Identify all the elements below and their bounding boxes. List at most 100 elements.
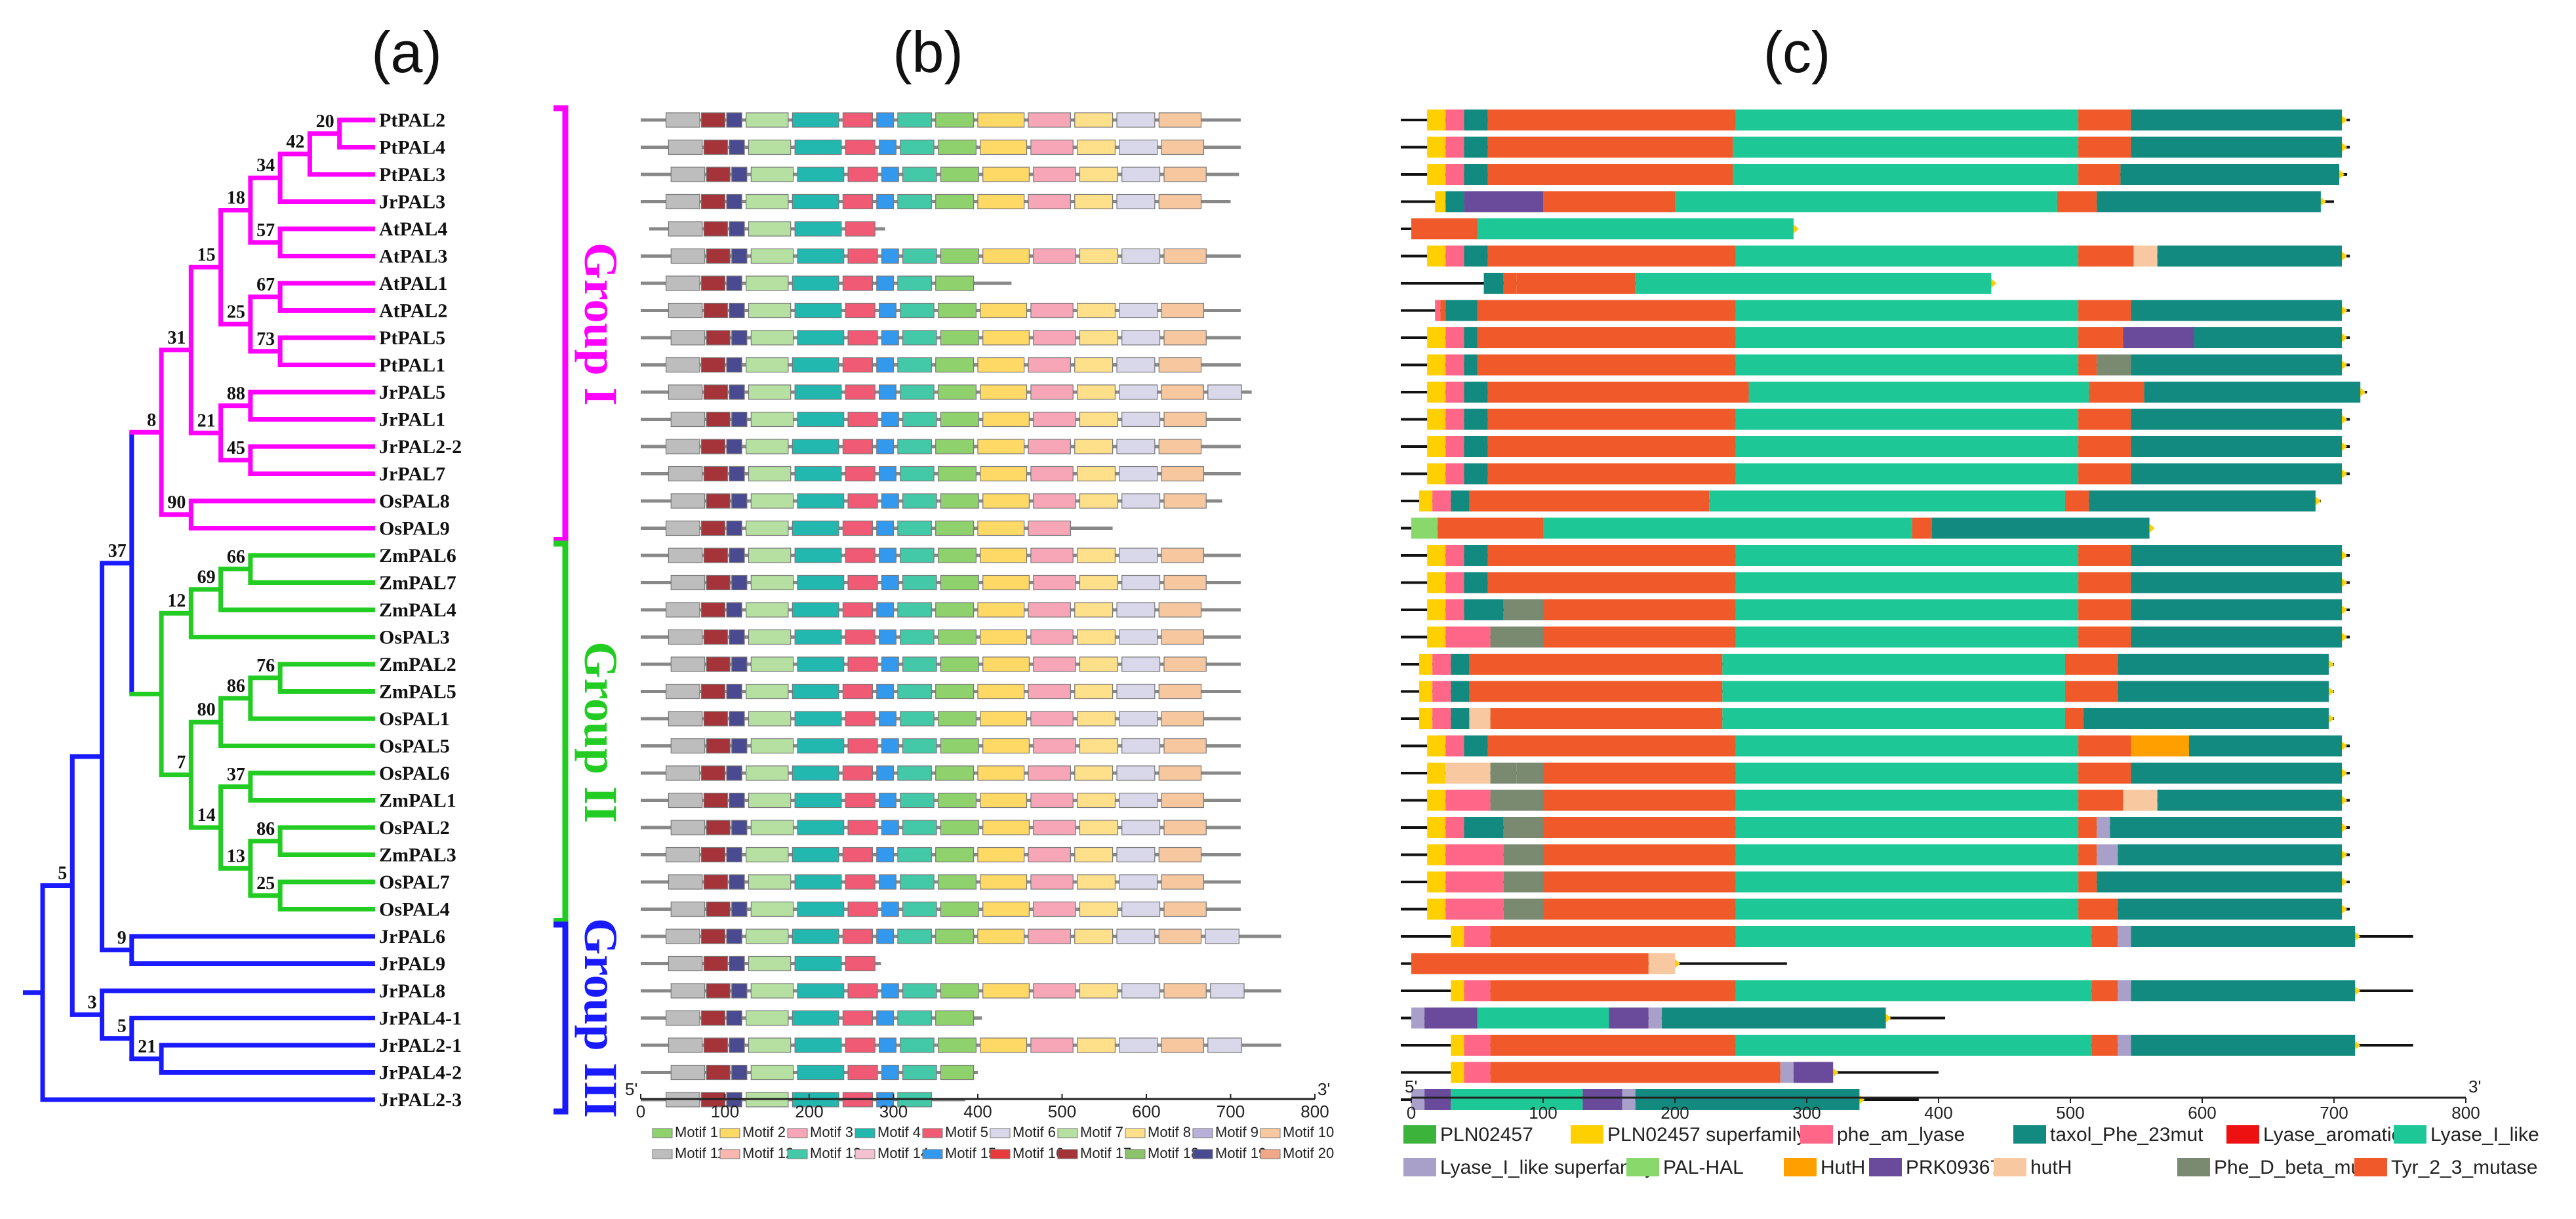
motif-block bbox=[897, 929, 932, 944]
motif-block bbox=[1079, 738, 1118, 754]
domain-block bbox=[1735, 354, 2079, 376]
domain-block bbox=[1609, 1007, 1649, 1029]
domain-end-cap bbox=[1859, 1095, 1865, 1104]
domain-block bbox=[2118, 1035, 2131, 1056]
motif-block bbox=[977, 683, 1025, 700]
motif-legend-swatch bbox=[1057, 1149, 1078, 1159]
motif-block bbox=[726, 765, 742, 781]
bootstrap-value: 15 bbox=[197, 245, 216, 265]
motif-block bbox=[977, 765, 1025, 781]
domain-block bbox=[1464, 463, 1488, 485]
bootstrap-value: 21 bbox=[197, 410, 216, 431]
domain-block bbox=[1735, 463, 2079, 485]
motif-block bbox=[881, 167, 899, 182]
domain-block bbox=[2078, 245, 2134, 267]
motif-block bbox=[902, 411, 937, 428]
domain-end-cap bbox=[2149, 523, 2155, 533]
domain-block bbox=[2118, 926, 2131, 947]
motif-block bbox=[902, 656, 937, 672]
domain-end-cap bbox=[2342, 414, 2348, 424]
motif-block bbox=[668, 792, 703, 809]
domain-block bbox=[1445, 164, 1464, 185]
domain-block bbox=[1464, 572, 1488, 593]
motif-block bbox=[982, 493, 1030, 509]
domain-axis-tick-label: 0 bbox=[1407, 1103, 1416, 1123]
domain-block bbox=[2131, 436, 2343, 457]
domain-block bbox=[1490, 1062, 1781, 1083]
motif-block bbox=[706, 574, 731, 591]
domain-block bbox=[2157, 245, 2343, 267]
motif-block bbox=[876, 112, 895, 128]
domain-legend-swatch bbox=[1869, 1158, 1902, 1176]
taxon-label: OsPAL1 bbox=[379, 708, 450, 730]
motif-block bbox=[876, 1010, 895, 1026]
motif-block bbox=[700, 112, 726, 128]
domain-block bbox=[1427, 245, 1446, 267]
motif-block bbox=[746, 765, 789, 781]
domain-block bbox=[1451, 681, 1470, 702]
domain-block bbox=[1648, 953, 1675, 974]
motif-legend-label: Motif 19 bbox=[1215, 1145, 1266, 1161]
domain-block bbox=[1432, 708, 1451, 729]
motif-block bbox=[797, 901, 845, 917]
motif-block bbox=[938, 384, 977, 400]
motif-block bbox=[1163, 983, 1207, 999]
motif-legend-swatch bbox=[787, 1149, 808, 1159]
domain-block bbox=[1543, 517, 1912, 539]
motif-block bbox=[879, 302, 896, 319]
motif-legend-label: Motif 4 bbox=[877, 1124, 921, 1140]
domain-block bbox=[1648, 1007, 1662, 1029]
domain-block bbox=[1440, 300, 1446, 321]
motif-block bbox=[845, 874, 875, 890]
motif-block bbox=[748, 711, 792, 727]
motif-block bbox=[668, 955, 703, 972]
domain-block bbox=[1427, 817, 1446, 838]
motif-block bbox=[750, 1064, 794, 1081]
domain-block bbox=[2118, 681, 2329, 702]
motif-block bbox=[1163, 738, 1207, 754]
motif-block bbox=[731, 820, 748, 835]
motif-block bbox=[847, 738, 878, 754]
motif-block bbox=[876, 765, 895, 781]
domain-block bbox=[1503, 817, 1543, 838]
domain-block bbox=[2131, 599, 2343, 620]
motif-block bbox=[1158, 112, 1202, 128]
motif-block bbox=[900, 874, 935, 890]
domain-block bbox=[2078, 110, 2131, 130]
domain-block bbox=[1464, 382, 1488, 403]
taxon-label: AtPAL3 bbox=[379, 246, 447, 268]
motif-block bbox=[797, 820, 845, 835]
motif-block bbox=[792, 602, 839, 618]
domain-block bbox=[1490, 1035, 1736, 1056]
domain-end-cap bbox=[1793, 224, 1799, 233]
taxon-label: PtPAL1 bbox=[379, 355, 445, 376]
domain-block bbox=[1503, 273, 1517, 294]
motif-block bbox=[1028, 112, 1071, 128]
domain-end-cap bbox=[2342, 360, 2348, 370]
motif-block bbox=[1033, 901, 1076, 917]
motif-block bbox=[1077, 711, 1116, 727]
domain-end-cap bbox=[2342, 115, 2348, 125]
bootstrap-value: 7 bbox=[176, 753, 186, 773]
motif-legend-swatch bbox=[719, 1149, 740, 1159]
motif-block bbox=[792, 929, 839, 944]
domain-block bbox=[1748, 382, 2089, 403]
motif-block bbox=[1161, 629, 1204, 645]
bootstrap-value: 66 bbox=[227, 547, 245, 567]
motif-block bbox=[748, 874, 792, 890]
taxon-label: OsPAL7 bbox=[379, 871, 450, 893]
domain-block bbox=[2078, 898, 2118, 920]
panel-label-c: (c) bbox=[1763, 20, 1831, 85]
domain-legend-swatch bbox=[2013, 1125, 2046, 1144]
motif-block bbox=[703, 874, 728, 890]
motif-block bbox=[876, 357, 895, 373]
domain-block bbox=[1464, 354, 1478, 376]
motif-block bbox=[897, 112, 932, 128]
motif-block bbox=[1161, 1037, 1204, 1053]
domain-block bbox=[1733, 164, 2079, 185]
motif-block bbox=[665, 765, 700, 781]
domain-block bbox=[2133, 245, 2158, 267]
domain-block bbox=[1427, 844, 1446, 866]
domain-block bbox=[1735, 926, 2092, 947]
motif-block bbox=[845, 384, 875, 400]
